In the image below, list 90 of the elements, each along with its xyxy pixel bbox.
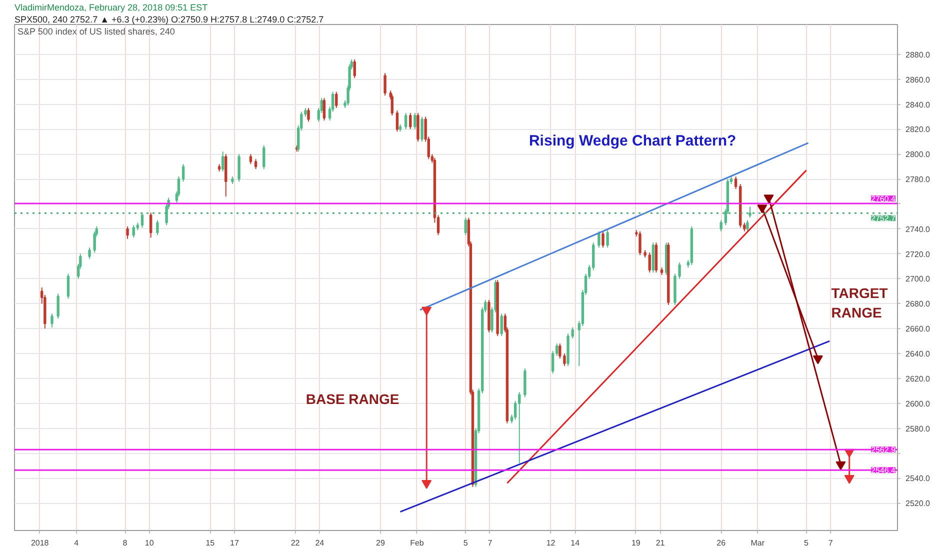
candlestick <box>322 98 326 121</box>
y-tick-label: 2740.0 <box>906 224 931 234</box>
text: SPX500, 240 2752.7 ▲ +6.3 (+0.23%) O:2750.9 H:2757.8 L:2749.0 C:2752.7 <box>14 14 324 24</box>
candlestick <box>88 247 91 260</box>
y-tick-label: 2540.0 <box>906 474 931 484</box>
candlestick <box>602 230 604 248</box>
annotation: TARGET RANGE <box>831 285 888 320</box>
x-tick-label: 19 <box>631 538 641 548</box>
ref-line-label: 2752.7 <box>871 214 896 224</box>
x-tick-label: 4 <box>74 538 80 548</box>
candlestick <box>563 353 566 366</box>
candlestick <box>571 326 574 340</box>
x-tick-label: 21 <box>656 538 666 548</box>
x-tick-label: 22 <box>290 538 300 548</box>
candlestick <box>558 343 562 360</box>
annotation: BASE RANGE <box>306 390 400 407</box>
candlestick <box>335 91 338 108</box>
candlestick <box>238 154 240 182</box>
candlestick <box>353 58 356 79</box>
candlestick <box>140 212 144 228</box>
candlestick <box>518 392 521 464</box>
x-tick-label: 14 <box>570 538 580 548</box>
candlestick <box>182 164 185 182</box>
y-tick-label: 2580.0 <box>906 424 931 434</box>
candlestick <box>464 217 467 236</box>
x-tick-label: 7 <box>828 538 834 548</box>
ref-line-label: 2760.4 <box>871 194 896 204</box>
candlestick <box>93 230 96 254</box>
candlestick <box>384 72 386 96</box>
candlestick <box>404 112 408 130</box>
candlestick <box>748 206 752 218</box>
x-tick-label: Mar <box>750 538 765 548</box>
candlestick <box>598 230 600 248</box>
candlestick <box>420 116 424 142</box>
y-tick-label: 2720.0 <box>906 250 931 259</box>
candlestick <box>150 212 152 238</box>
y-tick-label: 2680.0 <box>906 300 931 309</box>
text: VladimirMendoza, February 28, 2018 09:51 EST <box>14 2 208 12</box>
candlestick <box>307 108 310 122</box>
candlestick <box>126 226 129 240</box>
ref-line-label: 2546.4 <box>871 466 896 476</box>
x-tick-label: 17 <box>230 538 240 548</box>
x-tick-label: Feb <box>410 538 424 548</box>
ref-line-label: 2562.9 <box>871 446 896 455</box>
candlestick <box>734 176 738 190</box>
candlestick <box>524 368 526 398</box>
candlestick <box>262 144 266 170</box>
candlestick <box>416 112 420 142</box>
candlestick <box>56 293 60 320</box>
candlestick <box>500 313 503 337</box>
candlestick <box>66 273 70 300</box>
candlestick <box>132 224 135 238</box>
y-tick-label: 2880.0 <box>906 50 931 60</box>
candlestick <box>746 220 749 232</box>
x-tick-label: 7 <box>488 538 493 548</box>
x-tick-label: 10 <box>144 538 154 548</box>
y-tick-label: 2520.0 <box>906 499 931 508</box>
candlestick <box>249 154 252 165</box>
y-tick-label: 2700.0 <box>906 274 931 284</box>
text: Rising Wedge Chart Pattern? <box>528 132 736 150</box>
y-tick-label: 2800.0 <box>906 150 931 160</box>
candlestick <box>156 220 159 236</box>
x-tick-label: 8 <box>122 538 128 548</box>
candlestick <box>396 110 399 132</box>
candlestick <box>414 112 416 130</box>
annotation: S&P 500 index of US listed shares, 240 <box>18 26 175 36</box>
candlestick <box>50 313 54 328</box>
x-tick-label: 5 <box>804 538 810 548</box>
candlestick <box>254 158 258 170</box>
candlestick <box>648 252 651 274</box>
y-tick-label: 2780.0 <box>906 175 931 184</box>
candlestick <box>638 230 642 256</box>
y-tick-label: 2600.0 <box>906 399 931 408</box>
candlestick <box>606 230 609 248</box>
x-tick-label: 5 <box>463 538 468 548</box>
y-tick-label: 2820.0 <box>906 125 931 134</box>
x-tick-label: 12 <box>546 538 556 548</box>
x-tick-label: 24 <box>315 538 325 548</box>
candlestick <box>720 220 722 232</box>
x-tick-label: 15 <box>206 538 216 548</box>
y-tick-label: 2840.0 <box>906 100 931 110</box>
y-tick-label: 2620.0 <box>906 374 931 384</box>
x-tick-label: 29 <box>376 538 386 548</box>
y-tick-label: 2660.0 <box>906 324 931 334</box>
x-tick-label: 2018 <box>30 538 50 548</box>
candlestick <box>221 151 224 172</box>
x-tick-label: 26 <box>716 538 726 548</box>
y-tick-label: 2860.0 <box>906 75 931 84</box>
y-tick-label: 2640.0 <box>906 350 931 359</box>
candlestick <box>409 112 412 130</box>
